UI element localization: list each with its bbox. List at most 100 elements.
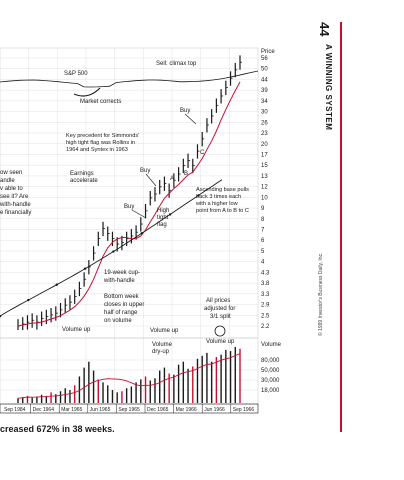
page-number: 44 xyxy=(317,22,332,37)
annotation-all-prices-3: 3/1 split xyxy=(210,314,231,320)
sp500-line-group xyxy=(0,70,259,88)
relative-strength-line xyxy=(0,179,223,318)
rs-marker xyxy=(27,298,30,302)
volume-ticks: 80,000 50,000 30,000 18,000 xyxy=(261,358,280,394)
annotation-all-prices-1: All prices xyxy=(206,298,230,304)
annotation-all-prices-2: adjusted for xyxy=(204,306,235,312)
price-tick-label: 23 xyxy=(261,131,268,137)
annotation-volume-dry-up-2: dry-up xyxy=(152,349,170,355)
price-tick-label: 39 xyxy=(261,88,268,94)
moving-average-path xyxy=(17,81,241,327)
rs-marker xyxy=(168,213,172,216)
annotation-key-precedent-1: Key precedent for Simmonds' xyxy=(66,133,139,139)
volume-tick-label: 50,000 xyxy=(261,368,280,374)
price-ticks: 56 50 44 39 34 30 26 23 20 17 15 13 12 10 9 8 7 6 5 4 4.3 3.8… xyxy=(261,56,270,330)
volume-pane-frame xyxy=(0,337,259,405)
price-tick-label: 2.9 xyxy=(261,303,270,309)
left-text-3: v able to xyxy=(0,186,23,192)
price-tick-label: 20 xyxy=(261,142,268,148)
price-tick-label: 9 xyxy=(261,206,265,212)
moving-average-line xyxy=(17,81,241,327)
annotation-volume-dry-up-1: Volume xyxy=(152,342,173,348)
price-tick-label: 4 xyxy=(261,260,265,266)
sp500-label: S&P 500 xyxy=(64,71,88,77)
annotation-buy-top: Buy xyxy=(180,108,190,114)
left-text-2: andle xyxy=(0,178,15,184)
x-axis-bar xyxy=(0,403,259,414)
price-tick-label: 10 xyxy=(261,195,268,201)
annotation-high-tight-flag-2: tight xyxy=(157,215,169,221)
price-tick-label: 17 xyxy=(261,152,268,158)
left-text-6: e financially xyxy=(0,210,31,216)
x-ticks: Sep 1984 Dec 1964 Mar 1965 Jun 1965 Sep 1965… xyxy=(4,404,254,413)
x-tick-label: Jun 1966 xyxy=(204,407,225,413)
annotation-cup-handle-1: 19-week cup- xyxy=(104,270,140,276)
volume-tick-label: 30,000 xyxy=(261,378,280,384)
annotation-volume-up-3: Volume up xyxy=(206,339,235,345)
price-tick-label: 15 xyxy=(261,163,268,169)
annotation-bottom-week-4: on volume xyxy=(104,318,132,324)
price-grid xyxy=(0,48,258,404)
left-text-4: see it? Are xyxy=(0,194,29,200)
price-bars xyxy=(17,55,242,331)
price-tick-label: 26 xyxy=(261,120,268,126)
x-tick-label: Sep 1965 xyxy=(118,407,140,413)
arrow-buy-low xyxy=(131,209,147,219)
x-tick-label: Mar 1966 xyxy=(176,407,197,413)
label-point-c: C xyxy=(200,150,205,156)
annotation-bottom-week-2: closes in upper xyxy=(104,302,144,308)
annotation-sell-climax: Sell: climax top xyxy=(156,61,197,67)
price-tick-label: 2.5 xyxy=(261,313,270,319)
volume-bars xyxy=(17,346,241,403)
price-tick-label: 5 xyxy=(261,249,265,255)
caption-text: creased 672% in 38 weeks. xyxy=(0,424,115,434)
price-tick-label: 7 xyxy=(261,228,265,234)
x-tick-label: Sep 1984 xyxy=(4,407,26,413)
annotation-ascending-base-2: back 3 times each xyxy=(196,194,241,200)
volume-axis-title: Volume xyxy=(261,342,282,348)
annotation-earnings-2: accelerate xyxy=(70,178,98,184)
price-tick-label: 44 xyxy=(261,77,268,83)
price-tick-label: 8 xyxy=(261,217,265,223)
rs-marker xyxy=(55,283,58,286)
x-tick-label: Dec 1964 xyxy=(33,407,55,413)
arrow-buy-top xyxy=(184,113,197,125)
price-tick-label: 30 xyxy=(261,110,268,116)
price-tick-label: 3.3 xyxy=(261,292,270,298)
sp500-path xyxy=(0,70,259,88)
volume-tick-label: 18,000 xyxy=(261,388,280,394)
x-tick-label: Dec 1965 xyxy=(147,407,169,413)
relative-strength-path xyxy=(0,179,223,317)
price-tick-label: 13 xyxy=(261,174,268,180)
left-text-1: ow seen xyxy=(0,170,22,176)
annotation-ascending-base-3: with a higher low xyxy=(195,201,239,207)
side-accent-rule xyxy=(340,22,342,432)
rs-marker xyxy=(140,232,143,235)
arrow-buy-mid xyxy=(145,173,157,187)
x-tick-label: Jun 1965 xyxy=(90,407,111,413)
volume-average-path xyxy=(17,353,241,399)
annotation-high-tight-flag-3: flag xyxy=(157,222,167,228)
rs-marker xyxy=(0,314,2,318)
annotation-buy-low: Buy xyxy=(124,204,134,210)
copyright-notice: © 1999 Investor's Business Daily, Inc. xyxy=(318,252,324,336)
annotation-ascending-base-1: Ascending base pulls xyxy=(196,187,249,193)
market-corrects-arc xyxy=(73,87,101,97)
annotation-cup-handle-2: with-handle xyxy=(103,278,135,284)
price-tick-label: 12 xyxy=(261,185,268,191)
annotation-volume-up-1: Volume up xyxy=(62,327,91,333)
volume-moving-average xyxy=(17,353,241,399)
annotation-bottom-week-1: Bottom week xyxy=(104,294,140,300)
split-marker-circle xyxy=(214,325,226,337)
volume-tick-label: 80,000 xyxy=(261,358,280,364)
price-tick-label: 34 xyxy=(261,99,268,105)
annotation-key-precedent-3: 1964 and Syntex in 1963 xyxy=(66,147,128,153)
annotation-high-tight-flag-1: High xyxy=(157,208,169,214)
rs-marker xyxy=(83,267,87,270)
price-tick-label: 50 xyxy=(261,67,268,73)
annotation-bottom-week-3: half of range xyxy=(104,310,138,316)
annotation-ascending-base-4: point from A to B to C xyxy=(196,208,249,214)
label-point-b: B xyxy=(184,171,188,177)
price-tick-label: 56 xyxy=(261,56,268,62)
